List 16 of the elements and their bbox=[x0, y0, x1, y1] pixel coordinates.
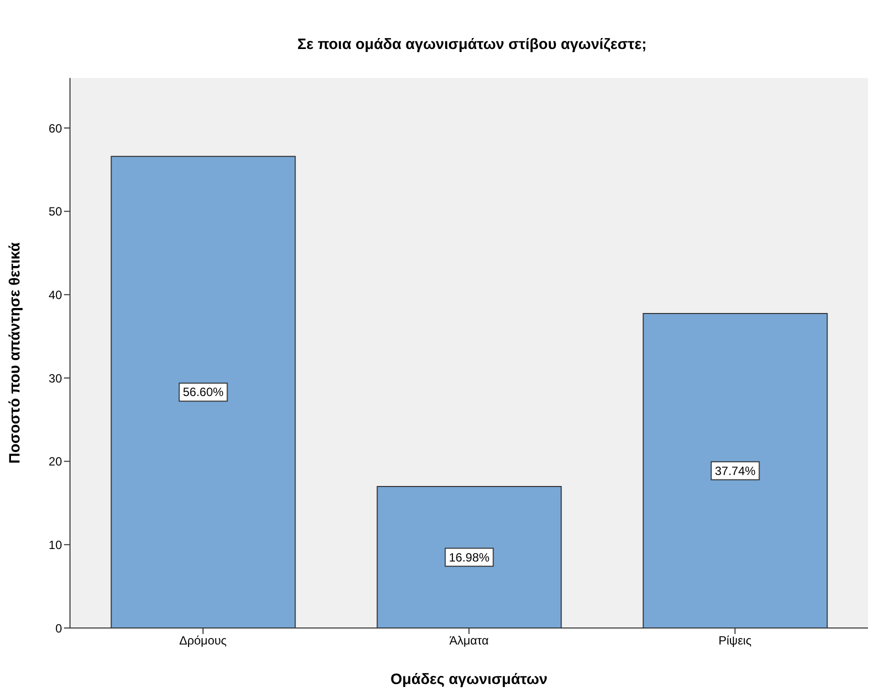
y-tick-label: 40 bbox=[48, 288, 62, 302]
data-label: 56.60% bbox=[182, 385, 224, 400]
y-tick-label: 20 bbox=[48, 454, 62, 469]
y-tick-label: 30 bbox=[48, 371, 62, 386]
x-axis-title: Ομάδες αγωνισμάτων bbox=[390, 671, 548, 688]
y-tick-label: 60 bbox=[48, 121, 62, 136]
data-label: 37.74% bbox=[714, 464, 756, 478]
x-tick-label: Άλματα bbox=[449, 634, 489, 648]
x-tick-label: Δρόμους bbox=[179, 634, 227, 648]
y-tick-label: 10 bbox=[48, 538, 62, 552]
y-tick-label: 50 bbox=[48, 204, 62, 219]
y-axis-title: Ποσοστό που απάντησε θετικά bbox=[6, 242, 24, 464]
x-tick-label: Ρίψεις bbox=[718, 634, 752, 648]
data-label: 16.98% bbox=[448, 550, 490, 564]
y-tick-label: 0 bbox=[55, 621, 62, 636]
chart-title: Σε ποια ομάδα αγωνισμάτων στίβου αγωνίζεστε; bbox=[296, 36, 648, 53]
